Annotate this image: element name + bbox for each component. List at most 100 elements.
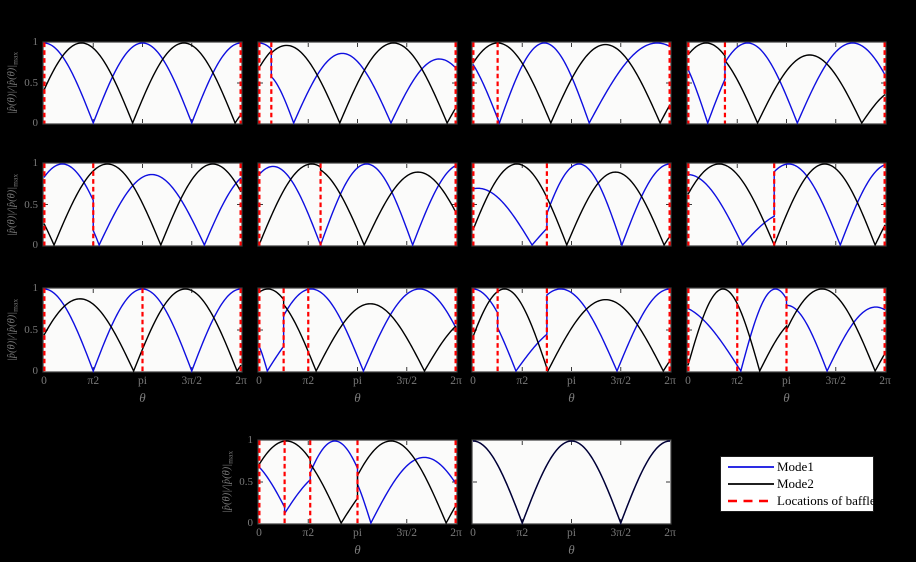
y-axis-label-text: |p̂(θ)|/|p̂(θ)| [6,186,18,236]
plot-area [471,439,672,525]
mode2-curve [472,440,671,525]
plot-area [42,162,243,247]
y-axis-label-subscript: max [10,298,20,312]
plot-area [686,162,887,247]
x-tick-label: π2 [731,375,744,387]
subplot-r3c3: 0 π2 pi 3π/2 2π θ [470,287,676,405]
y-axis-label-text: |p̂(θ)|/|p̂(θ)| [221,463,233,514]
y-tick-label: 0.5 [24,77,38,89]
plot-area [686,287,887,373]
mode1-curve [43,42,242,125]
mode2-curve [258,42,457,125]
plot-area [471,41,672,125]
mode1-curve [472,163,671,248]
plot-area [257,41,458,125]
x-tick-label: pi [782,375,791,387]
x-tick-label: 0 [685,375,691,387]
mode2-curve [472,288,671,373]
legend-item-locations-of-baffles: Locations of baffles [725,493,881,509]
plot-area [257,439,458,525]
y-axis-label-text: |p̂(θ)|/|p̂(θ)| [6,64,18,115]
x-axis-label: θ [568,390,575,405]
x-tick-label: 0 [470,375,476,387]
subplot-r2c2 [257,162,458,247]
x-tick-label: 2π [450,375,462,387]
plot-area [257,287,458,373]
mode1-curve [472,288,671,373]
x-tick-label: 3π/2 [396,527,418,539]
plot-area [471,287,672,373]
plot-box [471,41,672,125]
y-tick-label: 1 [247,434,254,446]
x-tick-label: π2 [516,375,529,387]
y-axis-label-text: |p̂(θ)|/|p̂(θ)| [6,311,18,362]
subplot-r1c3 [471,41,672,125]
subplot-r1c4 [686,41,887,126]
x-tick-label: 3π/2 [610,527,632,539]
y-axis-label-subscript: max [10,173,20,187]
x-tick-label: 3π/2 [610,375,632,387]
y-axis-label: |p̂(θ)|/|p̂(θ)|max [6,173,19,235]
mode2-curve [687,42,886,125]
y-tick-label: 0 [32,239,39,251]
y-tick-label: 0.5 [239,476,253,488]
plot-box [686,41,887,125]
x-tick-label: pi [567,527,576,539]
x-axis-label: θ [354,390,361,405]
y-tick-label: 0 [247,517,254,529]
y-axis-label: |p̂(θ)|/|p̂(θ)|max [6,52,19,114]
subplot-r1c1: 1 0.5 0 |p̂(θ)|/|p̂(θ)|max [6,36,243,129]
plot-area [257,162,458,247]
x-tick-label: 0 [470,527,476,539]
x-tick-label: π2 [516,527,529,539]
y-tick-label: 1 [32,282,39,294]
x-tick-label: π2 [302,527,315,539]
x-tick-label: π2 [302,375,315,387]
plot-area [471,162,672,248]
mode2-curve [43,42,242,125]
x-tick-label: pi [138,375,147,387]
mode2-curve [258,163,457,247]
subplot-r3c1: 1 0.5 0 |p̂(θ)|/|p̂(θ)|max 0 π2 pi 3π/2 2π θ [6,282,246,405]
mode1-curve [258,440,457,525]
x-tick-label: 2π [450,527,462,539]
x-tick-label: 0 [41,375,47,387]
x-axis-label: θ [139,390,146,405]
mode2-curve [43,163,242,247]
y-axis-label-subscript: max [10,51,20,65]
x-tick-label: 0 [256,527,262,539]
x-tick-label: pi [567,375,576,387]
y-axis-label: |p̂(θ)|/|p̂(θ)|max [6,299,19,361]
mode1-curve [687,163,886,247]
mode1-curve [258,163,457,247]
legend-line-sample [728,466,774,469]
x-tick-label: 3π/2 [396,375,418,387]
subplot-r4c1: 1 0.5 0 |p̂(θ)|/|p̂(θ)|max 0 π2 pi 3π/2 2π θ [221,434,461,557]
legend-item-mode1: Mode1 [725,459,869,475]
mode2-curve [472,163,671,247]
y-axis-label-subscript: max [225,450,235,464]
mode2-curve [687,163,886,247]
legend-label: Locations of baffles [777,492,881,508]
y-tick-label: 1 [32,157,39,169]
subplot-r2c4 [686,162,887,247]
subplot-r3c4: 0 π2 pi 3π/2 2π θ [685,287,891,405]
mode2-curve [258,288,457,373]
x-tick-label: 2π [664,375,676,387]
x-tick-label: 2π [235,375,247,387]
plot-box [257,287,458,373]
y-tick-label: 0 [32,365,39,377]
x-axis-label: θ [354,542,361,557]
mode1-curve [43,163,242,247]
x-tick-label: pi [353,375,362,387]
subplot-r2c3 [471,162,672,248]
legend-label: Mode1 [777,459,814,475]
x-tick-label: 2π [664,527,676,539]
mode1-curve [687,42,886,126]
x-tick-label: 2π [879,375,891,387]
plot-box [471,439,672,525]
legend-item-mode2: Mode2 [725,476,869,492]
x-tick-label: 3π/2 [825,375,847,387]
x-axis-label: θ [783,390,790,405]
